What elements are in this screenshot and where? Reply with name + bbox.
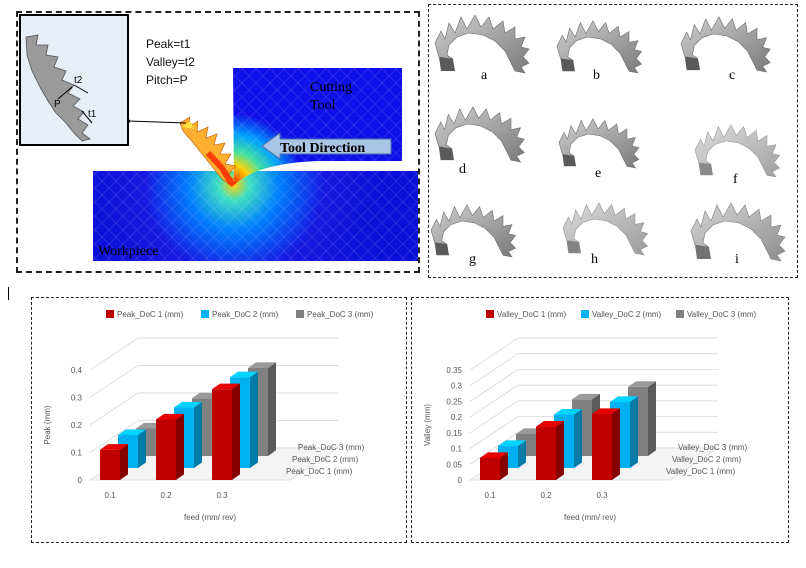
chip-label-g: g xyxy=(469,252,476,267)
valley-legend-label-1: Valley_DoC 1 (mm) xyxy=(497,310,567,319)
valley-xlabel: feed (mm/ rev) xyxy=(564,513,616,522)
peak-ylabel: Peak (mm) xyxy=(43,405,52,444)
inset-label-p: P xyxy=(54,99,61,110)
peak-bar-s1-c2 xyxy=(156,413,184,480)
peak-legend-swatch-2 xyxy=(201,310,209,318)
valley-chart-panel: Valley_DoC 1 (mm) Valley_DoC 2 (mm) Valley… xyxy=(411,297,789,543)
valley-xtick-2: 0.2 xyxy=(540,491,552,500)
peak-legend-swatch-1 xyxy=(106,310,114,318)
chip-label-f: f xyxy=(733,172,738,187)
peak-xtick-2: 0.2 xyxy=(160,491,172,500)
valley-bar-s1-c3 xyxy=(592,408,620,480)
peak-legend-label-2: Peak_DoC 2 (mm) xyxy=(212,310,279,319)
peak-depth-label-1: Peak_DoC 1 (mm) xyxy=(286,467,353,476)
peak-legend-swatch-3 xyxy=(296,310,304,318)
peak-xlabel: feed (mm/ rev) xyxy=(184,513,236,522)
param-peak: Peak=t1 xyxy=(146,37,191,51)
chip-label-c: c xyxy=(729,68,735,83)
valley-ytick-4: 0.2 xyxy=(451,413,463,422)
tool-label-line1: Cutting xyxy=(310,80,352,95)
chip-label-h: h xyxy=(591,252,598,267)
chip-shapes-panel: a b c d e f g h i xyxy=(428,4,798,278)
chip-parameters: Peak=t1 Valley=t2 Pitch=P xyxy=(146,35,195,89)
valley-legend-swatch-2 xyxy=(581,310,589,318)
chip-shape-f xyxy=(694,124,781,178)
peak-xtick-1: 0.1 xyxy=(104,491,116,500)
valley-depth-label-3: Valley_DoC 3 (mm) xyxy=(678,443,748,452)
valley-ytick-7: 0.35 xyxy=(446,366,462,375)
peak-chart: Peak_DoC 1 (mm) Peak_DoC 2 (mm) Peak_DoC 3… xyxy=(43,310,374,522)
valley-ytick-2: 0.1 xyxy=(451,445,463,454)
valley-legend-label-2: Valley_DoC 2 (mm) xyxy=(592,310,662,319)
chip-label-a: a xyxy=(481,68,488,83)
param-pitch: Pitch=P xyxy=(146,73,188,87)
peak-chart-panel: Peak_DoC 1 (mm) Peak_DoC 2 (mm) Peak_DoC 3… xyxy=(31,297,407,543)
valley-depth-label-1: Valley_DoC 1 (mm) xyxy=(666,467,736,476)
simulation-panel: Workpiece Cutting Tool Tool Direction t2… xyxy=(16,11,420,273)
chip-label-d: d xyxy=(459,162,466,177)
valley-chart: Valley_DoC 1 (mm) Valley_DoC 2 (mm) Valley… xyxy=(423,310,757,522)
valley-bar-s1-c2 xyxy=(536,420,564,480)
chip-shape-d xyxy=(434,106,525,163)
valley-legend-swatch-1 xyxy=(486,310,494,318)
peak-ytick-3: 0.3 xyxy=(71,394,83,403)
chip-shape-h xyxy=(562,202,649,256)
workpiece-label: Workpiece xyxy=(98,244,158,259)
peak-ytick-4: 0.4 xyxy=(71,366,83,375)
peak-depth-label-2: Peak_DoC 2 (mm) xyxy=(292,455,359,464)
param-valley: Valley=t2 xyxy=(146,55,195,69)
simulation-figure: Workpiece Cutting Tool Tool Direction t2… xyxy=(19,14,418,261)
valley-xtick-1: 0.1 xyxy=(484,491,496,500)
chip-label-e: e xyxy=(595,166,601,181)
inset-label-t2: t2 xyxy=(74,75,83,86)
chip-shapes-grid: a b c d e f g h i xyxy=(430,14,786,267)
valley-ytick-5: 0.25 xyxy=(446,397,462,406)
chip-shape-e xyxy=(558,118,640,169)
peak-bar-s1-c3 xyxy=(212,383,240,480)
peak-bar-s1-c1 xyxy=(100,444,128,480)
valley-ytick-6: 0.3 xyxy=(451,382,463,391)
chip-shape-a xyxy=(434,14,530,74)
valley-legend-label-3: Valley_DoC 3 (mm) xyxy=(687,310,757,319)
valley-ytick-1: 0.05 xyxy=(446,460,462,469)
valley-bar-s1-c1 xyxy=(480,452,508,480)
inset-label-t1: t1 xyxy=(88,109,97,120)
valley-ytick-3: 0.15 xyxy=(446,429,462,438)
valley-ylabel: Valley (mm) xyxy=(423,404,432,446)
peak-legend-label-1: Peak_DoC 1 (mm) xyxy=(117,310,184,319)
text-cursor-mark xyxy=(8,287,9,300)
tool-direction-label: Tool Direction xyxy=(280,141,365,156)
chip-shape-b xyxy=(556,20,643,74)
chip-shape-c xyxy=(680,16,771,73)
valley-xtick-3: 0.3 xyxy=(596,491,608,500)
peak-ytick-2: 0.2 xyxy=(71,421,83,430)
tool-direction-arrow: Tool Direction xyxy=(261,132,392,160)
valley-legend-swatch-3 xyxy=(676,310,684,318)
tool-label-line2: Tool xyxy=(310,98,336,113)
valley-ytick-0: 0 xyxy=(458,476,463,485)
valley-depth-label-2: Valley_DoC 2 (mm) xyxy=(672,455,742,464)
peak-legend-label-3: Peak_DoC 3 (mm) xyxy=(307,310,374,319)
peak-depth-label-3: Peak_DoC 3 (mm) xyxy=(298,443,365,452)
peak-xtick-3: 0.3 xyxy=(216,491,228,500)
peak-ytick-0: 0 xyxy=(78,476,83,485)
chip-label-b: b xyxy=(593,68,600,83)
chip-label-i: i xyxy=(735,252,739,267)
peak-ytick-1: 0.1 xyxy=(71,449,83,458)
inset-leader-line xyxy=(127,120,187,124)
chip-shape-g xyxy=(430,204,517,258)
